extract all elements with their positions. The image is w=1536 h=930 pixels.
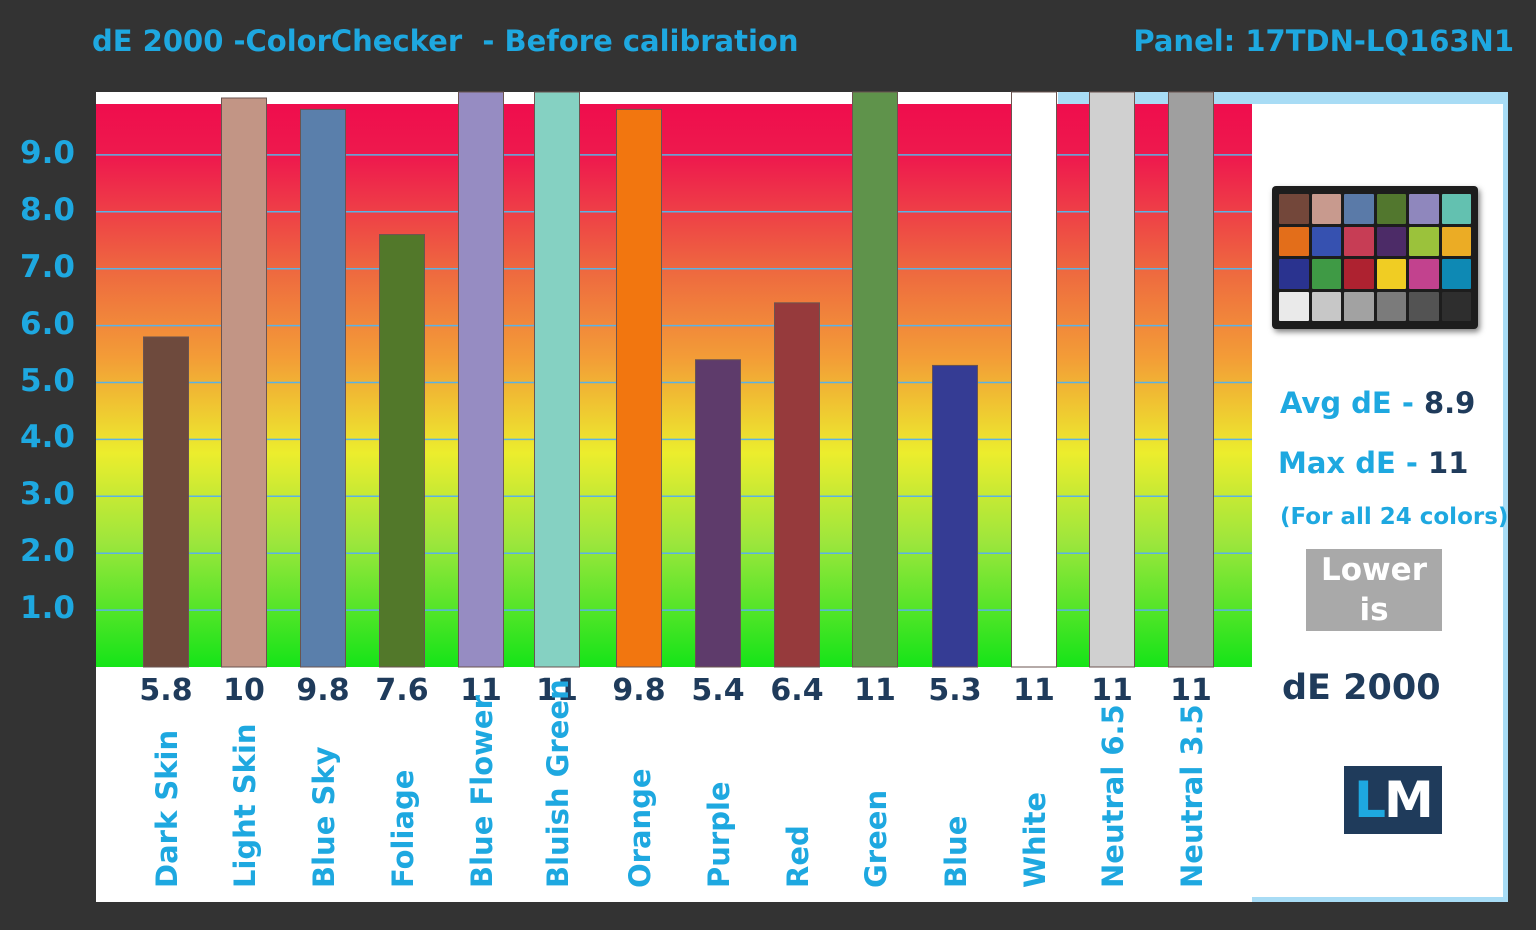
value-label: 10 xyxy=(223,673,265,708)
checker-swatch xyxy=(1311,291,1341,321)
colors-note: (For all 24 colors) xyxy=(1280,504,1509,530)
checker-swatch xyxy=(1344,259,1374,289)
plot-background xyxy=(96,104,1252,667)
checker-swatch xyxy=(1311,194,1341,224)
y-tick-label: 5.0 xyxy=(20,362,75,399)
y-tick-label: 2.0 xyxy=(20,533,75,570)
category-label: Orange xyxy=(623,768,657,888)
colorchecker-image xyxy=(1272,186,1478,329)
value-label: 9.8 xyxy=(612,673,665,708)
bar-neutral-3-5 xyxy=(1168,91,1214,668)
category-label: Neutral 6.5 xyxy=(1096,704,1130,888)
max-de-label: Max dE - xyxy=(1278,446,1429,480)
lower-line-2: better xyxy=(1319,632,1429,668)
category-label: Light Skin xyxy=(228,723,262,888)
bar-bluish-green xyxy=(534,91,580,668)
y-tick-label: 4.0 xyxy=(20,419,75,456)
bar-orange xyxy=(616,108,662,668)
lower-is-better-badge: Lower is better xyxy=(1306,549,1442,668)
logo-m: M xyxy=(1384,771,1434,829)
checker-swatch xyxy=(1376,291,1406,321)
category-label: Green xyxy=(859,790,893,888)
checker-swatch xyxy=(1279,259,1309,289)
value-label: 11 xyxy=(1170,673,1212,708)
panel-label: Panel: 17TDN-LQ163N1 xyxy=(1133,24,1514,58)
y-tick-label: 6.0 xyxy=(20,305,75,342)
category-label: Blue Sky xyxy=(307,746,341,888)
value-label: 11 xyxy=(460,673,502,708)
checker-swatch xyxy=(1344,226,1374,256)
checker-swatch xyxy=(1311,226,1341,256)
value-label: 11 xyxy=(1013,673,1055,708)
checker-swatch xyxy=(1344,194,1374,224)
value-label: 11 xyxy=(854,673,896,708)
bar-light-skin xyxy=(221,97,267,668)
bar-blue-sky xyxy=(300,108,346,668)
bar-purple xyxy=(695,359,741,668)
lower-line-1: Lower is xyxy=(1320,552,1427,628)
checker-swatch xyxy=(1441,194,1471,224)
checker-swatch xyxy=(1279,226,1309,256)
bar-neutral-6-5 xyxy=(1089,91,1135,668)
value-label: 5.4 xyxy=(691,673,744,708)
bar-dark-skin xyxy=(143,336,189,668)
value-label: 9.8 xyxy=(296,673,349,708)
bar-white xyxy=(1011,91,1057,668)
y-tick-label: 9.0 xyxy=(20,134,75,171)
y-tick-label: 1.0 xyxy=(20,590,75,627)
bar-blue xyxy=(932,364,978,668)
category-label: Dark Skin xyxy=(150,730,184,888)
category-label: Neutral 3.5 xyxy=(1175,704,1209,888)
checker-swatch xyxy=(1376,194,1406,224)
value-label: 11 xyxy=(536,673,578,708)
category-label: Foliage xyxy=(386,770,420,888)
value-label: 7.6 xyxy=(375,673,428,708)
y-tick-label: 8.0 xyxy=(20,191,75,228)
legend-frame xyxy=(1252,92,1508,902)
checker-swatch xyxy=(1311,259,1341,289)
bar-green xyxy=(852,91,898,668)
checker-swatch xyxy=(1441,291,1471,321)
y-tick-label: 7.0 xyxy=(20,248,75,285)
bar-blue-flower xyxy=(458,91,504,668)
max-de-stat: Max dE - 11 xyxy=(1278,446,1468,480)
bar-foliage xyxy=(379,234,425,668)
category-label: Blue xyxy=(939,816,973,888)
max-de-value: 11 xyxy=(1428,446,1469,480)
avg-de-value: 8.9 xyxy=(1423,386,1476,420)
logo-l: L xyxy=(1354,771,1386,829)
checker-swatch xyxy=(1279,194,1309,224)
avg-de-stat: Avg dE - 8.9 xyxy=(1280,386,1475,420)
checker-swatch xyxy=(1441,259,1471,289)
category-label: Red xyxy=(781,825,815,888)
checker-swatch xyxy=(1409,226,1439,256)
category-label: Bluish Green xyxy=(541,679,575,888)
y-tick-label: 3.0 xyxy=(20,476,75,513)
checker-swatch xyxy=(1376,226,1406,256)
avg-de-label: Avg dE - xyxy=(1280,386,1424,420)
value-label: 5.8 xyxy=(139,673,192,708)
category-label: White xyxy=(1018,792,1052,888)
chart-title: dE 2000 -ColorChecker - Before calibrati… xyxy=(92,24,799,58)
checker-swatch xyxy=(1409,259,1439,289)
checker-swatch xyxy=(1409,194,1439,224)
checker-swatch xyxy=(1376,259,1406,289)
value-label: 6.4 xyxy=(770,673,823,708)
checker-swatch xyxy=(1344,291,1374,321)
category-label: Purple xyxy=(702,781,736,888)
checker-swatch xyxy=(1279,291,1309,321)
lm-logo: LM xyxy=(1344,766,1442,834)
bar-red xyxy=(774,302,820,668)
checker-swatch xyxy=(1409,291,1439,321)
value-label: 11 xyxy=(1091,673,1133,708)
value-label: 5.3 xyxy=(928,673,981,708)
metric-label: dE 2000 xyxy=(1282,668,1441,708)
checker-swatch xyxy=(1441,226,1471,256)
category-label: Blue Flower xyxy=(465,694,499,888)
